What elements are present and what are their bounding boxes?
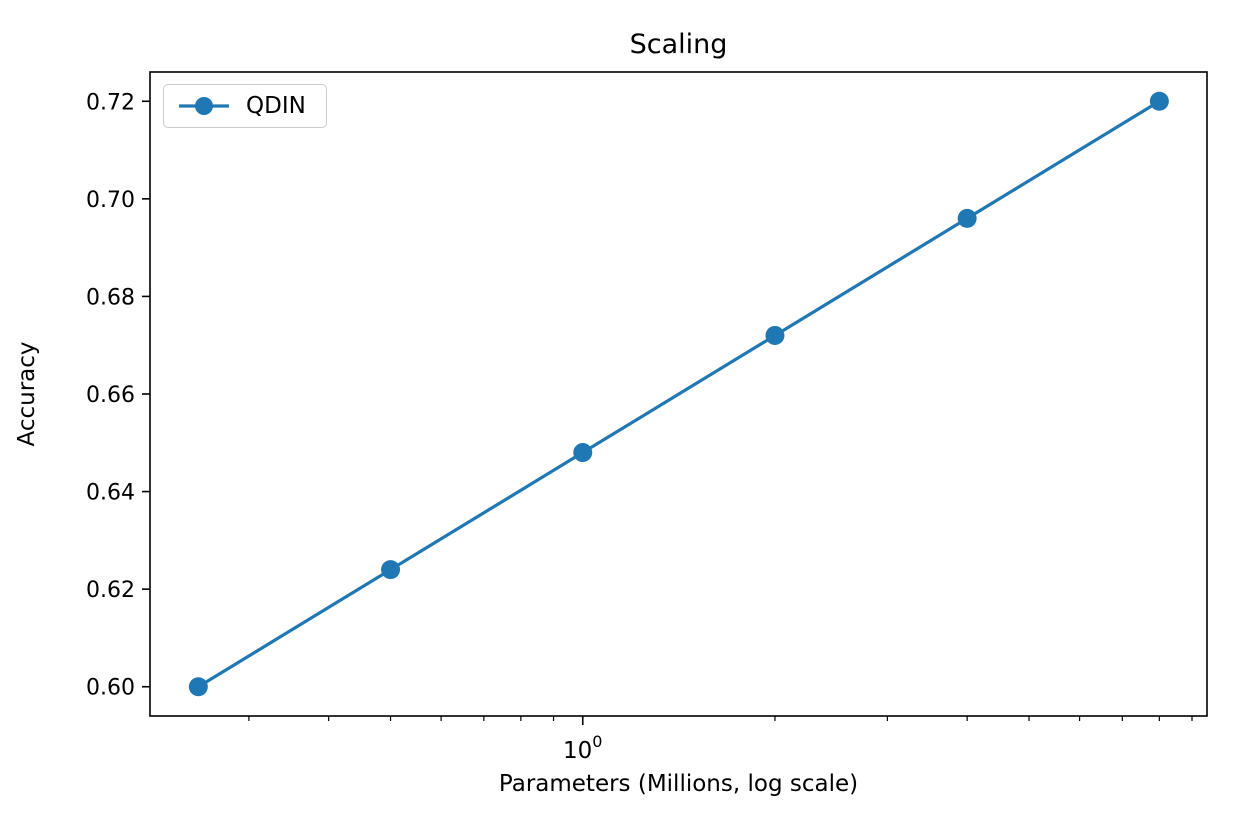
x-axis-label: Parameters (Millions, log scale) [498, 771, 859, 797]
y-tick-label: 0.66 [86, 383, 135, 408]
data-point [1149, 91, 1169, 111]
data-point [188, 677, 208, 697]
chart-title: Scaling [629, 29, 728, 60]
y-tick-label: 0.70 [86, 188, 135, 213]
data-point [381, 560, 401, 580]
series-line [196, 99, 1161, 689]
y-tick-label: 0.60 [86, 676, 135, 701]
data-point [957, 208, 977, 228]
legend-line-marker-icon [179, 97, 229, 115]
y-tick-label: 0.72 [86, 90, 135, 115]
legend: QDIN [163, 84, 327, 128]
data-point [573, 443, 593, 463]
data-point [765, 325, 785, 345]
y-tick-label: 0.68 [86, 285, 135, 310]
legend-label: QDIN [246, 93, 306, 119]
y-tick-label: 0.62 [86, 578, 135, 603]
y-axis-label: Accuracy [14, 341, 40, 447]
x-tick-label: 100 [563, 732, 602, 764]
y-tick-label: 0.64 [86, 481, 135, 506]
